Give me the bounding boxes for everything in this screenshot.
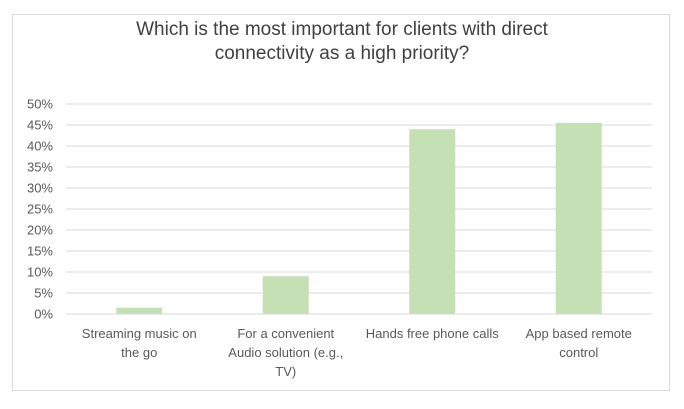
x-category-label: App based remote control [509,324,649,362]
x-category-label: For a convenient Audio solution (e.g., TV) [216,324,356,381]
y-axis-tick-labels: 0% 5% 10% 15% 20% 25% 30% 35% 40% 45% 50% [27,97,53,322]
x-category-label-line: TV) [275,364,297,379]
x-category-label: Streaming music on the go [69,324,209,362]
bar [409,129,456,314]
x-category-label: Hands free phone calls [362,324,502,343]
x-category-label-line: the go [121,345,158,360]
chart-title-line-2: connectivity as a high priority? [214,43,470,64]
y-tick-label: 40% [27,139,53,154]
x-category-label-line: Audio solution (e.g., [228,345,344,360]
y-tick-label: 35% [27,160,53,175]
y-tick-label: 25% [27,202,53,217]
bars [116,122,602,315]
bar [116,307,163,314]
bar [262,276,309,314]
y-tick-label: 0% [34,307,53,322]
gridlines [66,103,652,315]
y-tick-label: 50% [27,97,53,112]
chart-title: Which is the most important for clients … [0,18,684,66]
x-category-label-line: control [559,345,599,360]
bar [555,122,602,315]
y-tick-label: 10% [27,265,53,280]
y-tick-label: 5% [34,286,53,301]
x-category-label-line: Hands free phone calls [365,326,499,341]
chart-title-line-1: Which is the most important for clients … [136,19,548,40]
y-tick-label: 20% [27,223,53,238]
x-category-label-line: App based remote [525,326,632,341]
x-category-label-line: Streaming music on [81,326,197,341]
y-tick-label: 15% [27,244,53,259]
y-tick-label: 30% [27,181,53,196]
x-category-label-line: For a convenient [237,326,335,341]
y-tick-label: 45% [27,118,53,133]
